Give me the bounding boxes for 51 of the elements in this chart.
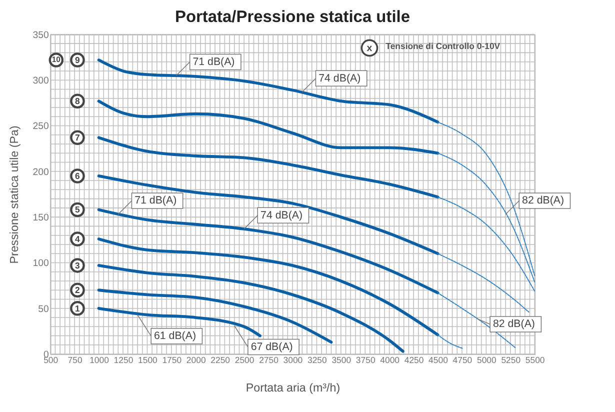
- x-tick-label: 3500: [332, 355, 352, 366]
- x-tick-label: 3000: [283, 355, 303, 366]
- text: 8: [75, 96, 80, 106]
- x-tick-label: 4500: [428, 355, 448, 366]
- text: 2: [75, 285, 80, 296]
- text: 5: [75, 204, 80, 215]
- y-tick-label: 50: [38, 304, 49, 315]
- x-tick-label: 750: [68, 355, 82, 366]
- x-tick-label: 4250: [404, 355, 424, 366]
- x-tick-label: 1750: [162, 355, 182, 366]
- annotation: 82 dB(A): [492, 318, 535, 330]
- annotation: 74 dB(A): [260, 209, 303, 222]
- x-tick-label: 5250: [501, 355, 521, 366]
- annotation: 71 dB(A): [192, 56, 235, 68]
- x-tick-label: 5000: [476, 355, 497, 366]
- y-tick-label: 150: [32, 212, 49, 224]
- x-tick-label: 3250: [308, 355, 328, 366]
- annotation: x: [366, 42, 373, 54]
- x-tick-label: 500: [44, 355, 58, 366]
- x-tick-label: 4000: [380, 355, 400, 366]
- annotation: 61 dB(A): [154, 330, 196, 342]
- text: 7: [75, 132, 80, 143]
- y-tick-label: 250: [32, 121, 49, 132]
- x-tick-label: 2000: [186, 355, 206, 366]
- x-tick-label: 1500: [138, 355, 158, 366]
- y-tick-label: 350: [32, 30, 49, 41]
- x-tick-label: 2500: [234, 355, 254, 366]
- y-tick-label: 100: [32, 258, 49, 270]
- y-tick-label: 300: [32, 75, 49, 86]
- x-tick-label: 5500: [525, 355, 545, 366]
- text: 9: [75, 54, 80, 65]
- text: 3: [75, 260, 80, 270]
- chart-title: Portata/Pressione statica utile: [174, 8, 410, 26]
- x-tick-label: 2250: [210, 355, 230, 366]
- x-tick-label: 2750: [259, 355, 279, 366]
- x-tick-label: 1250: [114, 355, 134, 366]
- text: 6: [75, 170, 80, 181]
- annotation: 67 dB(A): [250, 340, 293, 353]
- annotation: Tensione di Controllo 0-10V: [386, 40, 500, 51]
- x-tick-label: 4750: [452, 355, 472, 366]
- annotation: 10: [52, 54, 60, 64]
- annotation: 71 dB(A): [134, 194, 177, 207]
- text: 4: [75, 234, 80, 244]
- annotation: 82 dB(A): [522, 194, 564, 207]
- y-tick-label: 200: [32, 166, 49, 178]
- annotation: 74 dB(A): [318, 72, 361, 84]
- x-tick-label: 3750: [356, 355, 376, 366]
- x-axis-title: Portata aria (m³/h): [246, 381, 340, 394]
- x-tick-label: 1000: [90, 355, 110, 366]
- text: 1: [75, 303, 80, 314]
- y-axis-title: Pressione statica utile (Pa): [8, 126, 22, 264]
